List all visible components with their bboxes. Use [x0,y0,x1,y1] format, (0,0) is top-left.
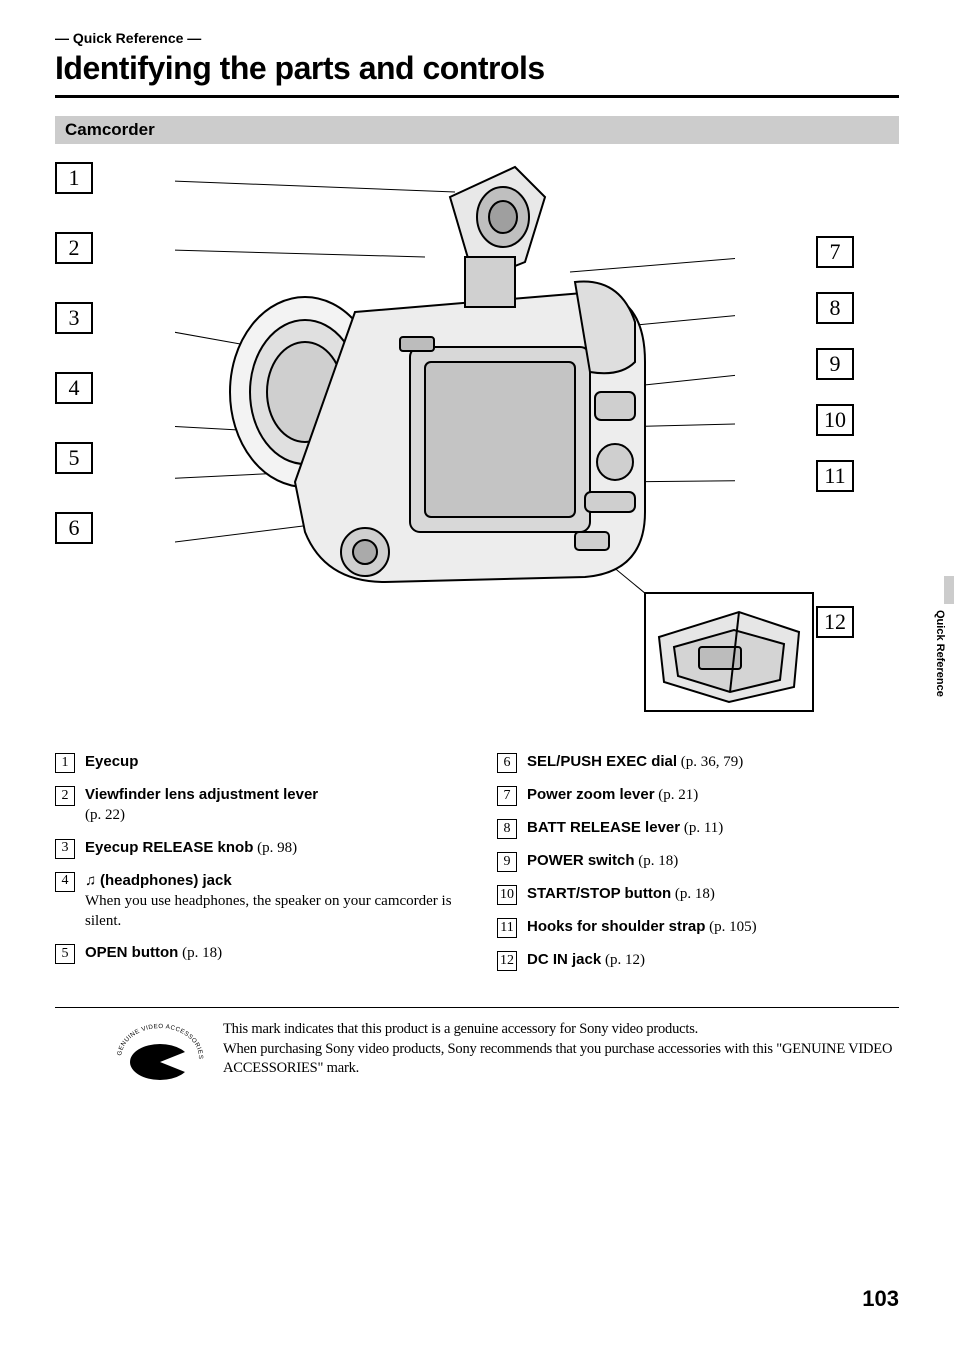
callout-4: 4 [55,372,93,404]
legend-ref: (p. 18) [675,886,715,902]
legend-ref: (p. 105) [709,919,757,935]
legend-num: 9 [497,852,517,872]
legend-text: POWER switch (p. 18) [527,851,678,871]
detail-inset [644,592,814,712]
legend-item-2: 2 Viewfinder lens adjustment lever (p. 2… [55,785,457,826]
legend-num: 7 [497,786,517,806]
page-title: Identifying the parts and controls [55,50,899,98]
legend-text: Eyecup [85,752,138,772]
legend-text: OPEN button (p. 18) [85,943,222,963]
legend-num: 10 [497,885,517,905]
legend-num: 6 [497,753,517,773]
legend-item-9: 9 POWER switch (p. 18) [497,851,899,872]
legend-num: 5 [55,944,75,964]
callouts-right: 7 8 9 10 11 12 [816,236,854,638]
section-heading: Camcorder [55,116,899,144]
legend-text: BATT RELEASE lever (p. 11) [527,818,723,838]
legend-ref: (p. 21) [658,787,698,803]
legend-col-right: 6 SEL/PUSH EXEC dial (p. 36, 79) 7 Power… [497,752,899,983]
legend-ref: (p. 12) [605,952,645,968]
legend-num: 3 [55,839,75,859]
legend-text: DC IN jack (p. 12) [527,950,645,970]
callout-5: 5 [55,442,93,474]
legend-bold: SEL/PUSH EXEC dial [527,753,677,770]
legend-item-4: 4 ♫ (headphones) jack When you use headp… [55,871,457,932]
legend-bold: Eyecup RELEASE knob [85,839,253,856]
legend-num: 8 [497,819,517,839]
callouts-left: 1 2 3 4 5 6 [55,162,93,544]
breadcrumb: — Quick Reference — [55,30,899,46]
callout-6: 6 [55,512,93,544]
legend-item-5: 5 OPEN button (p. 18) [55,943,457,964]
diagram-area: 1 2 3 4 5 6 7 8 9 10 11 12 [55,162,899,722]
legend-text: Eyecup RELEASE knob (p. 98) [85,838,297,858]
gva-badge: GENUINE VIDEO ACCESSORIES [115,1020,205,1090]
legend-text: ♫ (headphones) jack When you use headpho… [85,871,457,932]
legend-bold: Eyecup [85,753,138,770]
legend-item-3: 3 Eyecup RELEASE knob (p. 98) [55,838,457,859]
legend-ref: (p. 22) [85,805,318,825]
legend-bold: OPEN button [85,944,178,961]
legend-num: 12 [497,951,517,971]
legend-bold: BATT RELEASE lever [527,819,680,836]
footer-line1: This mark indicates that this product is… [223,1021,698,1037]
callout-1: 1 [55,162,93,194]
callout-11: 11 [816,460,854,492]
legend-item-10: 10 START/STOP button (p. 18) [497,884,899,905]
legend-ref: (p. 98) [257,840,297,856]
legend-text: SEL/PUSH EXEC dial (p. 36, 79) [527,752,743,772]
legend-item-8: 8 BATT RELEASE lever (p. 11) [497,818,899,839]
legend-ref: (p. 18) [638,853,678,869]
legend-ref: (p. 11) [684,820,723,836]
callout-7: 7 [816,236,854,268]
legend-item-11: 11 Hooks for shoulder strap (p. 105) [497,917,899,938]
legend-desc: When you use headphones, the speaker on … [85,891,457,932]
legend-item-7: 7 Power zoom lever (p. 21) [497,785,899,806]
footer: GENUINE VIDEO ACCESSORIES This mark indi… [55,1007,899,1090]
legend-bold: Viewfinder lens adjustment lever [85,786,318,803]
side-tab: Quick Reference [934,576,954,756]
headphone-icon: ♫ [85,872,96,889]
legend-bold: Power zoom lever [527,786,655,803]
legend-col-left: 1 Eyecup 2 Viewfinder lens adjustment le… [55,752,457,983]
callout-12: 12 [816,606,854,638]
callout-9: 9 [816,348,854,380]
legend-text: Power zoom lever (p. 21) [527,785,698,805]
legend-num: 1 [55,753,75,773]
callout-10: 10 [816,404,854,436]
legend-bold: Hooks for shoulder strap [527,918,705,935]
footer-text: This mark indicates that this product is… [223,1020,899,1079]
legend-text: Viewfinder lens adjustment lever (p. 22) [85,785,318,826]
legend-item-6: 6 SEL/PUSH EXEC dial (p. 36, 79) [497,752,899,773]
legend-num: 4 [55,872,75,892]
page-number: 103 [862,1286,899,1312]
side-tab-label: Quick Reference [934,610,946,697]
footer-line2: When purchasing Sony video products, Son… [223,1041,892,1077]
callout-8: 8 [816,292,854,324]
legend-item-12: 12 DC IN jack (p. 12) [497,950,899,971]
legend-bold: (headphones) jack [100,872,232,889]
legend-bold: DC IN jack [527,951,601,968]
legend-bold: START/STOP button [527,885,671,902]
legend-ref: (p. 36, 79) [681,754,744,770]
legend-item-1: 1 Eyecup [55,752,457,773]
legend-bold: POWER switch [527,852,635,869]
legend-num: 11 [497,918,517,938]
legend-text: START/STOP button (p. 18) [527,884,715,904]
callout-3: 3 [55,302,93,334]
legend-text: Hooks for shoulder strap (p. 105) [527,917,757,937]
legend-ref: (p. 18) [182,945,222,961]
callout-2: 2 [55,232,93,264]
side-tab-bar [944,576,954,604]
legend: 1 Eyecup 2 Viewfinder lens adjustment le… [55,752,899,983]
legend-num: 2 [55,786,75,806]
